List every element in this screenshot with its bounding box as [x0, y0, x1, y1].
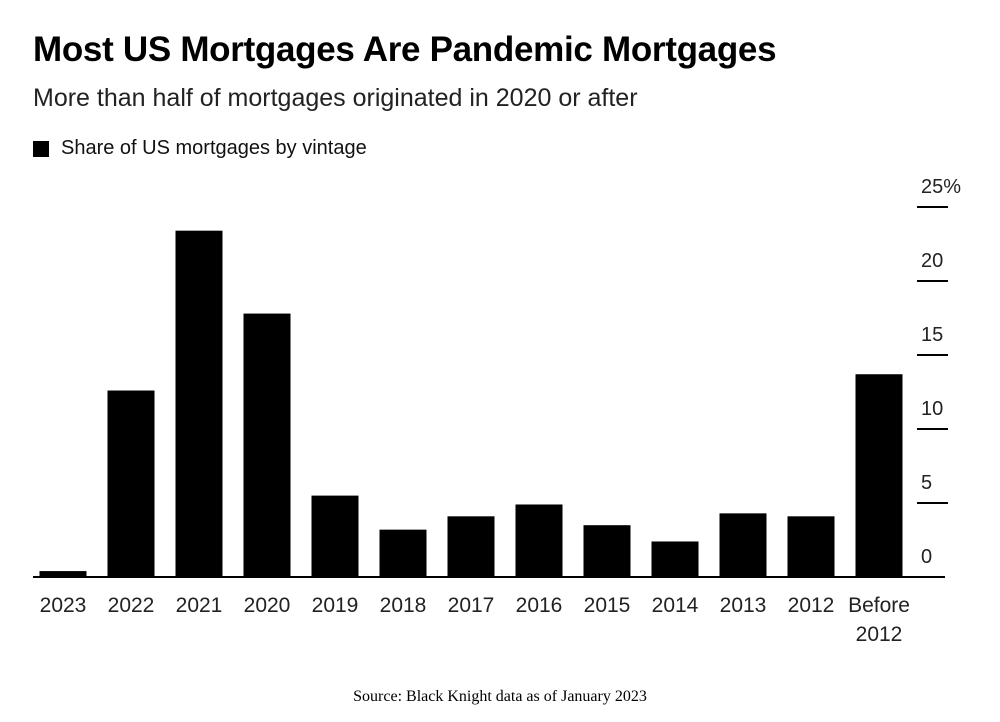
bar	[243, 313, 291, 577]
legend-swatch	[33, 140, 49, 157]
x-tick-label: 2016	[516, 594, 563, 617]
source-note: Source: Black Knight data as of January …	[353, 688, 647, 705]
bar	[787, 516, 835, 577]
x-tick-label: 2023	[40, 594, 87, 617]
x-tick-label: 2022	[108, 594, 155, 617]
bar	[855, 374, 903, 577]
x-tick-label: 2015	[584, 594, 631, 617]
y-tick-label: 25%	[921, 176, 961, 198]
bar	[39, 571, 87, 577]
x-tick-label: 2012	[788, 594, 835, 617]
chart-title: Most US Mortgages Are Pandemic Mortgages	[33, 30, 777, 69]
y-tick-label: 10	[921, 398, 943, 420]
y-tick-label: 20	[921, 250, 943, 272]
bar	[583, 525, 631, 577]
legend-label: Share of US mortgages by vintage	[61, 137, 367, 159]
bar	[515, 504, 563, 577]
x-tick-label: Before	[848, 594, 910, 617]
x-tick-label: 2018	[380, 594, 427, 617]
bar	[719, 513, 767, 577]
bar	[447, 516, 495, 577]
x-tick-label: 2013	[720, 594, 767, 617]
x-tick-label: 2012	[856, 623, 903, 646]
bar	[175, 230, 223, 577]
bar	[651, 541, 699, 577]
x-tick-label: 2021	[176, 594, 223, 617]
bar	[107, 390, 155, 577]
legend: Share of US mortgages by vintage	[33, 137, 367, 160]
y-tick-label: 5	[921, 472, 932, 494]
x-tick-label: 2019	[312, 594, 359, 617]
x-tick-label: 2020	[244, 594, 291, 617]
chart-subtitle: More than half of mortgages originated i…	[33, 84, 638, 112]
bar	[311, 495, 359, 577]
x-tick-label: 2014	[652, 594, 699, 617]
y-tick-label: 0	[921, 546, 932, 568]
x-tick-label: 2017	[448, 594, 495, 617]
bar	[379, 529, 427, 577]
y-tick-label: 15	[921, 324, 943, 346]
